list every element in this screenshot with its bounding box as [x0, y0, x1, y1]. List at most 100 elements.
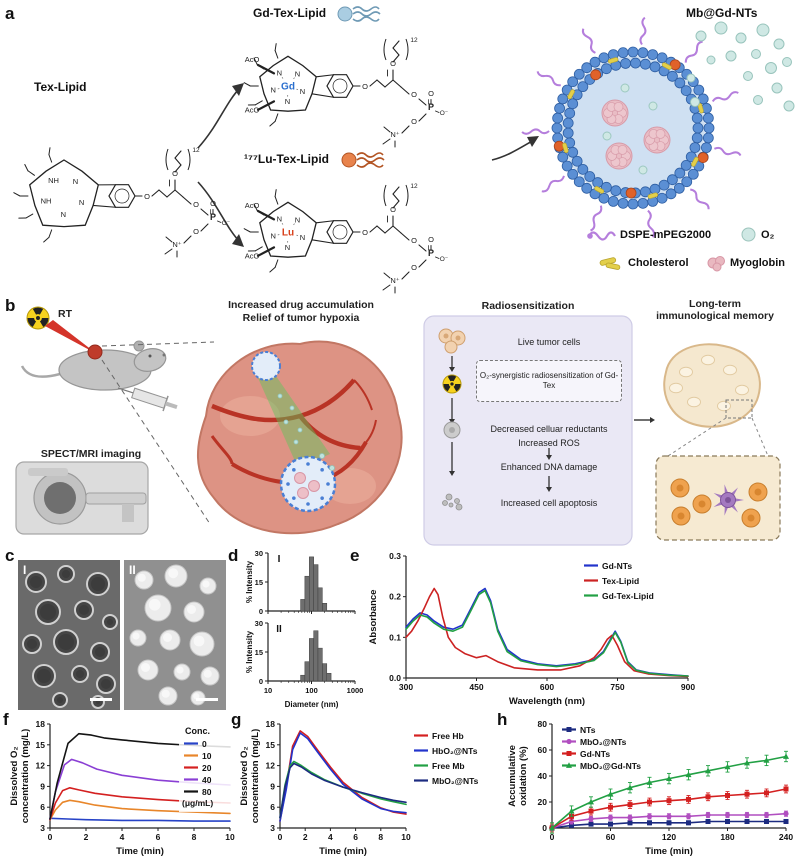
legend-item-myoglobin: Myoglobin	[706, 254, 785, 272]
svg-text:15: 15	[255, 648, 263, 657]
o2-circle-icon	[741, 227, 756, 242]
svg-text:N: N	[61, 210, 66, 219]
svg-text:80: 80	[202, 787, 212, 797]
svg-text:8: 8	[378, 832, 383, 842]
svg-text:O⁻: O⁻	[440, 110, 449, 117]
svg-text:N⁺: N⁺	[390, 276, 399, 285]
absorbance-spectra-chart: 300 450 600 750 900 0.0 0.1 0.2 0.3 Wavelength (n…	[366, 550, 696, 708]
svg-text:O⁻: O⁻	[222, 220, 231, 227]
tem-label-1: I	[23, 563, 27, 577]
svg-text:NH: NH	[48, 176, 59, 185]
svg-text:0.1: 0.1	[389, 632, 401, 642]
svg-text:O: O	[172, 169, 178, 178]
svg-text:AcO: AcO	[245, 106, 260, 115]
svg-text:N: N	[277, 69, 282, 78]
svg-text:Time (min): Time (min)	[645, 846, 693, 857]
svg-text:N: N	[270, 232, 275, 241]
svg-text:6: 6	[40, 802, 45, 812]
dissolved-o2-carriers-chart: 0 2 4 6 8 10 3 6 9 12 15 18 Time (min) Dissolved O₂ co…	[238, 718, 504, 858]
svg-text:NH: NH	[41, 197, 52, 206]
svg-text:N: N	[73, 177, 78, 186]
radiosensitization-title: Radiosensitization	[481, 300, 575, 312]
svg-text:N: N	[285, 97, 290, 106]
nanoparticle-illustration	[521, 16, 795, 238]
svg-text:Dissolved O₂: Dissolved O₂	[239, 746, 250, 805]
svg-text:HbO₂@NTs: HbO₂@NTs	[432, 746, 478, 756]
svg-text:Gd-Tex-Lipid: Gd-Tex-Lipid	[602, 591, 654, 601]
tumor-caption-line1: Increased drug accumulation	[228, 299, 374, 311]
svg-text:80: 80	[538, 719, 548, 729]
svg-text:60: 60	[538, 745, 548, 755]
panel-label-b: b	[5, 296, 16, 315]
flow-increased-apoptosis: Increased cell apoptosis	[500, 498, 598, 508]
memory-title-line2: immunological memory	[656, 310, 774, 322]
spect-mri-label: SPECT/MRI imaging	[40, 448, 142, 460]
flow-live-tumor-cells: Live tumor cells	[517, 337, 581, 347]
svg-text:(μg/mL): (μg/mL)	[182, 798, 213, 808]
tem-micrograph-1	[22, 565, 118, 709]
svg-text:6: 6	[270, 802, 275, 812]
svg-text:O: O	[428, 89, 434, 98]
svg-text:Free Mb: Free Mb	[432, 761, 465, 771]
svg-text:N: N	[79, 198, 84, 207]
tem-micrograph-2	[129, 564, 220, 706]
panel-label-c: c	[5, 546, 15, 565]
panel-label-g: g	[231, 710, 242, 729]
svg-text:O: O	[210, 199, 216, 208]
svg-text:O: O	[411, 263, 417, 272]
svg-text:0: 0	[48, 832, 53, 842]
gd-tex-lipid-label: Gd-Tex-Lipid	[253, 6, 327, 20]
svg-text:6: 6	[156, 832, 161, 842]
svg-text:180: 180	[720, 832, 734, 842]
svg-text:600: 600	[540, 682, 554, 692]
svg-text:18: 18	[36, 719, 46, 729]
svg-text:300: 300	[399, 682, 413, 692]
svg-text:0: 0	[278, 832, 283, 842]
svg-text:15: 15	[36, 740, 46, 750]
svg-text:Lu: Lu	[282, 228, 294, 239]
legend-label-cholesterol: Cholesterol	[628, 257, 689, 269]
svg-text:240: 240	[779, 832, 793, 842]
svg-text:0: 0	[550, 832, 555, 842]
svg-text:15: 15	[266, 740, 276, 750]
svg-text:10: 10	[401, 832, 411, 842]
svg-text:12: 12	[410, 37, 418, 44]
panel-label-e: e	[350, 546, 360, 565]
tem-label-2: II	[129, 563, 136, 577]
svg-text:6: 6	[353, 832, 358, 842]
svg-text:Gd-NTs: Gd-NTs	[602, 561, 632, 571]
svg-text:120: 120	[662, 832, 676, 842]
svg-text:Gd-NTs: Gd-NTs	[580, 749, 610, 759]
svg-text:O: O	[428, 235, 434, 244]
svg-text:concentration (mg/L): concentration (mg/L)	[250, 729, 261, 823]
flow-enhanced-dna-damage: Enhanced DNA damage	[500, 462, 598, 472]
svg-text:100: 100	[305, 686, 318, 695]
svg-text:II: II	[276, 624, 282, 635]
legend-item-cholesterol: Cholesterol	[598, 254, 689, 272]
flow-synergy-box: O₂-synergistic radiosensitization of Gd-…	[476, 360, 622, 402]
flow-increased-ros: Increased ROS	[518, 438, 580, 448]
svg-text:N: N	[300, 87, 305, 96]
svg-text:9: 9	[40, 781, 45, 791]
svg-text:3: 3	[40, 823, 45, 833]
svg-text:O: O	[390, 205, 396, 214]
svg-text:N: N	[295, 69, 300, 78]
panel-label-a: a	[5, 4, 15, 23]
svg-text:Accumulative: Accumulative	[507, 745, 518, 807]
svg-text:12: 12	[266, 761, 276, 771]
dspe-squiggle-icon	[587, 231, 616, 241]
svg-text:Conc.: Conc.	[185, 726, 210, 736]
svg-text:N: N	[285, 243, 290, 252]
legend-label-myoglobin: Myoglobin	[730, 257, 785, 269]
svg-text:0: 0	[202, 739, 207, 749]
svg-text:3: 3	[270, 823, 275, 833]
svg-text:Tex-Lipid: Tex-Lipid	[602, 576, 639, 586]
svg-text:40: 40	[538, 771, 548, 781]
svg-text:30: 30	[255, 549, 263, 558]
legend-item-dspe: DSPE-mPEG2000	[586, 226, 711, 244]
svg-text:O⁻: O⁻	[440, 256, 449, 263]
flow-decreased-reductants: Decreased celluar reductants	[490, 424, 608, 434]
svg-text:2: 2	[303, 832, 308, 842]
